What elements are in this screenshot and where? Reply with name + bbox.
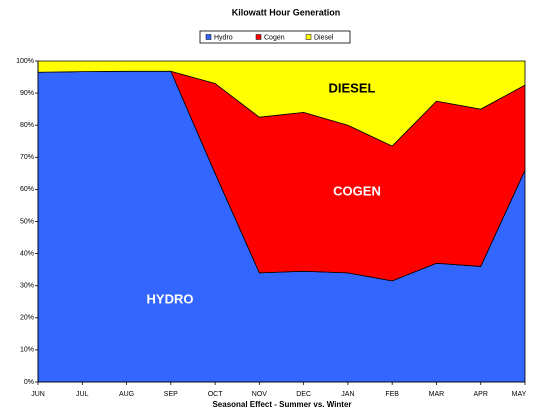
legend-swatch bbox=[255, 34, 262, 40]
annotation: HYDRO bbox=[147, 291, 194, 306]
y-tick-label: 30% bbox=[20, 283, 34, 290]
legend-label: Diesel bbox=[314, 34, 334, 41]
x-tick-label: OCT bbox=[208, 391, 224, 398]
legend-label: Hydro bbox=[214, 34, 233, 41]
y-tick-label: 80% bbox=[20, 122, 34, 129]
chart-title: Kilowatt Hour Generation bbox=[232, 7, 341, 17]
x-tick-label: MAY bbox=[512, 391, 527, 398]
x-tick-label: JUL bbox=[76, 391, 89, 398]
y-tick-label: 70% bbox=[20, 154, 34, 161]
y-tick-label: 50% bbox=[20, 218, 34, 225]
area bbox=[37, 60, 526, 147]
y-tick-label: 10% bbox=[20, 347, 34, 354]
annotation: COGEN bbox=[333, 183, 381, 198]
y-tick-label: 0% bbox=[24, 379, 34, 386]
x-tick-label: JAN bbox=[341, 391, 354, 398]
y-tick-label: 90% bbox=[20, 90, 34, 97]
x-axis-title: Seasonal Effect - Summer vs. Winter bbox=[212, 400, 351, 409]
x-tick-label: AUG bbox=[119, 391, 134, 398]
y-tick-label: 20% bbox=[20, 315, 34, 322]
y-tick-label: 60% bbox=[20, 186, 34, 193]
x-tick-label: NOV bbox=[252, 391, 268, 398]
legend-swatch bbox=[205, 34, 212, 40]
legend-label: Cogen bbox=[264, 34, 285, 41]
annotation: DIESEL bbox=[329, 80, 376, 95]
legend-box bbox=[199, 30, 351, 44]
x-tick-label: APR bbox=[474, 391, 488, 398]
x-tick-label: DEC bbox=[296, 391, 311, 398]
x-tick-label: MAR bbox=[429, 391, 445, 398]
y-tick-label: 40% bbox=[20, 250, 34, 257]
legend-swatch bbox=[305, 34, 312, 40]
y-tick-label: 100% bbox=[16, 58, 34, 65]
x-tick-label: JUN bbox=[31, 391, 45, 398]
x-tick-label: FEB bbox=[385, 391, 399, 398]
x-tick-label: SEP bbox=[164, 391, 178, 398]
